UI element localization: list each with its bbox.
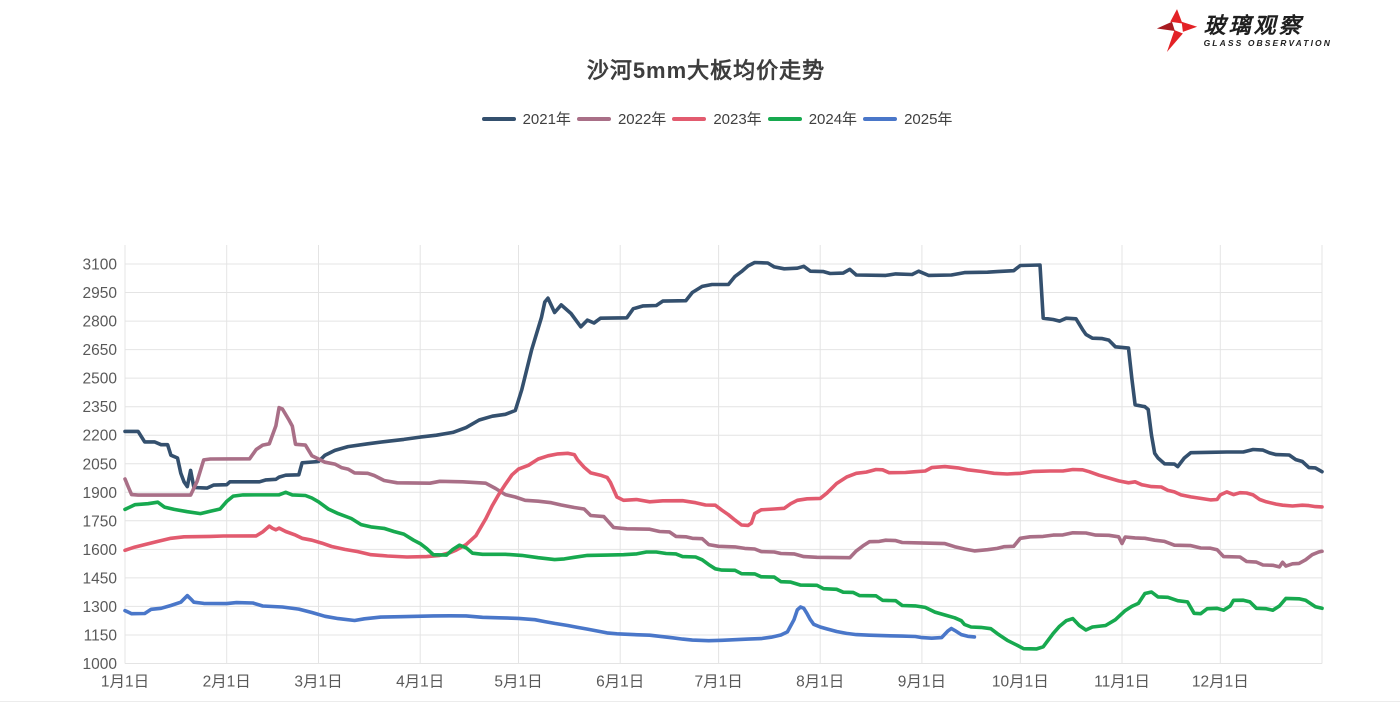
y-tick-label: 3100 [83,257,118,274]
y-tick-label: 2350 [83,399,118,416]
x-tick-label: 6月1日 [596,674,644,691]
legend-item-2025年: 2025年 [863,108,952,129]
logo-name-en: GLASS OBSERVATION [1203,37,1332,48]
brand-logo: 玻璃观察 GLASS OBSERVATION [1156,9,1332,53]
legend-swatch-icon [481,116,516,121]
y-tick-label: 1900 [83,485,118,502]
legend-swatch-icon [767,116,802,121]
logo-text: 玻璃观察 GLASS OBSERVATION [1203,12,1332,48]
legend-label: 2023年 [713,111,762,128]
y-tick-label: 2800 [83,314,118,331]
series-line-2023年 [123,451,1324,559]
x-tick-label: 7月1日 [694,674,742,691]
legend-swatch-icon [672,116,707,121]
chart-legend: 2021年 2022年 2023年 2024年 2025年 [0,108,1400,129]
y-tick-label: 2200 [83,428,118,445]
x-tick-label: 10月1日 [992,674,1049,691]
y-tick-label: 2500 [83,371,118,388]
x-tick-label: 5月1日 [494,674,542,691]
series-line-2022年 [123,405,1324,569]
y-tick-label: 1600 [83,542,118,559]
x-tick-label: 12月1日 [1192,674,1249,691]
y-tick-label: 1750 [83,513,118,530]
legend-label: 2025年 [904,111,953,128]
x-tick-label: 2月1日 [203,674,251,691]
legend-swatch-icon [576,116,611,121]
y-tick-label: 2650 [83,342,118,359]
legend-label: 2024年 [808,111,858,128]
legend-item-2022年: 2022年 [576,108,667,129]
x-tick-label: 8月1日 [796,674,844,691]
legend-label: 2021年 [522,111,571,128]
logo-name-cn: 玻璃观察 [1203,12,1304,38]
x-tick-label: 1月1日 [101,674,149,691]
legend-swatch-icon [863,116,898,121]
legend-item-2023年: 2023年 [672,108,762,129]
legend-item-2021年: 2021年 [481,108,571,129]
series-line-2025年 [123,593,977,643]
y-tick-label: 2050 [83,456,118,473]
x-tick-label: 11月1日 [1094,674,1150,691]
y-tick-label: 1000 [83,656,118,673]
legend-label: 2022年 [617,111,667,128]
legend-item-2024年: 2024年 [767,108,858,129]
chart-title: 沙河5mm大板均价走势 [586,58,826,83]
y-tick-label: 1300 [83,599,118,616]
x-tick-label: 3月1日 [294,674,342,691]
x-tick-label: 9月1日 [898,674,946,691]
series-line-2021年 [123,260,1324,490]
y-tick-label: 2950 [83,285,118,302]
x-tick-label: 4月1日 [396,674,444,691]
y-tick-label: 1450 [83,570,118,587]
logo-star-icon [1156,9,1197,52]
chart-bottom-border [0,701,1400,702]
series-line-2024年 [123,490,1324,651]
y-tick-label: 1150 [84,628,118,645]
